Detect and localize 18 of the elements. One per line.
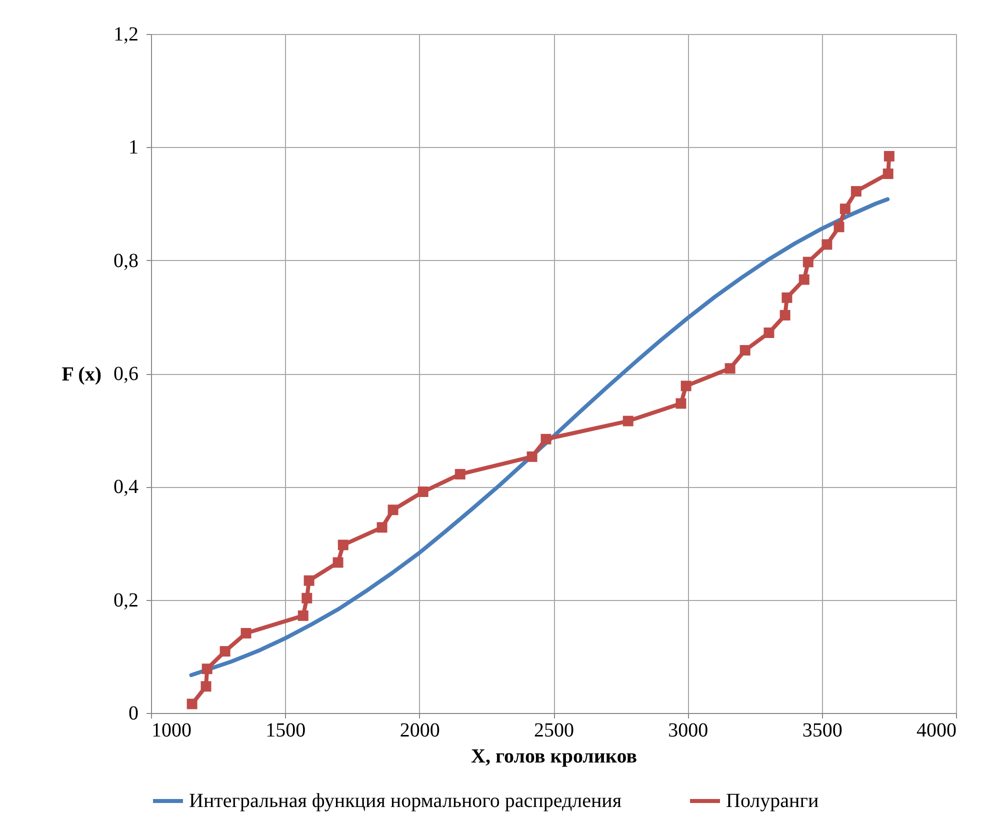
x-tick-label: 3000 xyxy=(668,720,708,742)
y-tick-label: 0,8 xyxy=(114,250,138,272)
legend-label: Интегральная функция нормального распредления xyxy=(189,790,622,812)
y-tick-label: 0,2 xyxy=(114,589,138,612)
y-tick-label: 1 xyxy=(128,136,138,159)
y-tick-label: 0,4 xyxy=(114,476,138,498)
y-tick-label: 0 xyxy=(128,702,138,724)
x-axis-title: X, голов кроликов xyxy=(471,746,638,768)
y-axis-title: F (x) xyxy=(62,364,102,386)
x-tick-label: 1500 xyxy=(266,720,306,742)
legend-label: Полуранги xyxy=(726,790,819,812)
x-tick-label: 3500 xyxy=(802,720,842,742)
x-tick-label: 2000 xyxy=(400,720,440,742)
y-tick-label: 0,6 xyxy=(114,363,138,385)
x-tick-label: 1000 xyxy=(152,720,192,742)
y-tick-label: 1,2 xyxy=(114,24,138,46)
x-tick-label: 4000 xyxy=(916,720,956,742)
x-tick-label: 2500 xyxy=(534,720,574,742)
